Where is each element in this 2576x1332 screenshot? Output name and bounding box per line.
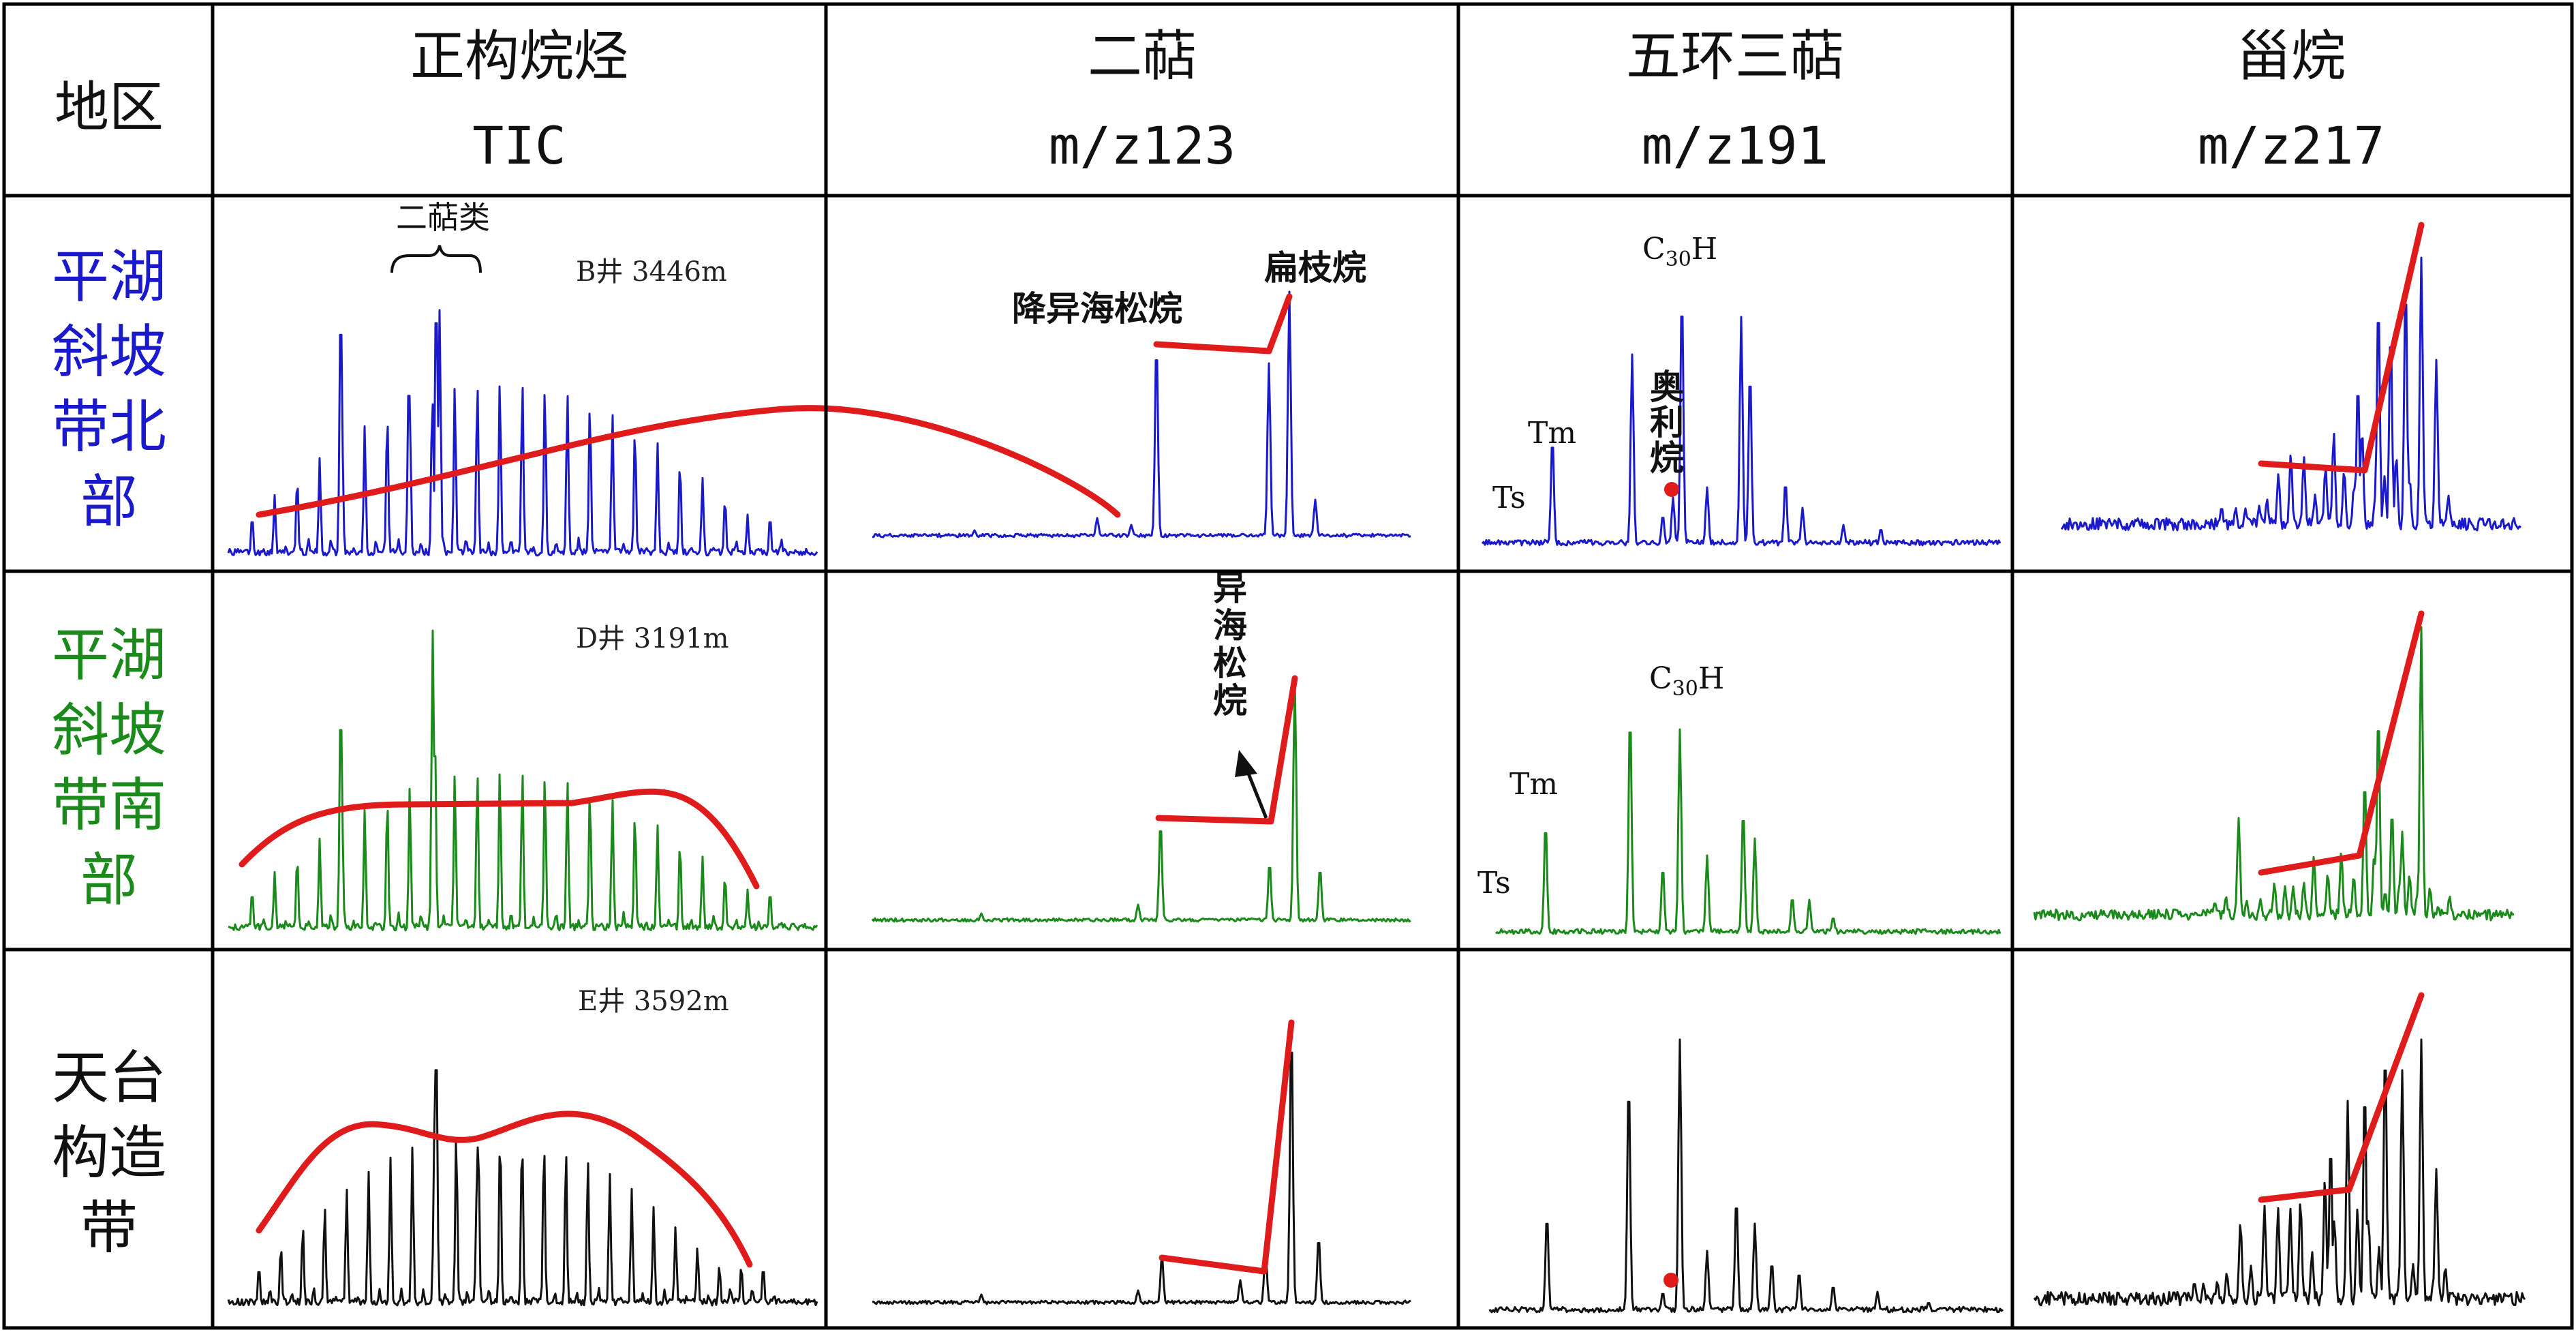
svg-text:部: 部 <box>80 847 138 913</box>
svg-text:斜坡: 斜坡 <box>52 697 166 763</box>
svg-text:带: 带 <box>80 1194 138 1261</box>
header-col1-subtitle: TIC <box>472 115 566 176</box>
label-c30h-south: C30H <box>1649 661 1724 701</box>
region-label-tiantai: 天台 构造 带 <box>52 1044 166 1261</box>
header-col2-title: 二萜 <box>1088 25 1197 88</box>
hopane-trace-north <box>1481 315 2002 547</box>
diterpane-trace-south <box>871 678 1411 923</box>
svg-text:奥: 奥 <box>1650 367 1684 407</box>
diterpane-trace-north <box>872 290 1411 539</box>
hopane-trace-tiantai <box>1488 1038 2004 1314</box>
svg-text:天台: 天台 <box>52 1044 166 1111</box>
header-col4-title: 甾烷 <box>2237 25 2346 88</box>
svg-text:带北: 带北 <box>52 393 166 460</box>
region-label-south: 平湖 斜坡 带南 部 <box>52 622 166 913</box>
trend-tic-north <box>256 405 1121 518</box>
label-c30h-north: C30H <box>1642 232 1717 271</box>
svg-text:海: 海 <box>1213 606 1247 646</box>
trend-sterane-south <box>2258 610 2425 876</box>
svg-text:带南: 带南 <box>52 772 166 838</box>
diterpane-trace-tiantai <box>872 1051 1411 1305</box>
trend-diterpane-south <box>1155 675 1298 825</box>
sterane-trace-tiantai <box>2033 1038 2526 1307</box>
annotations-south: D井 3191m 异 海 松 烷 C30H Tm Ts <box>576 569 1724 900</box>
svg-text:利: 利 <box>1650 403 1684 442</box>
isopimarane-arrow <box>1244 766 1268 819</box>
diterpane-group-label: 二萜类 <box>396 199 490 236</box>
svg-text:烷: 烷 <box>1213 681 1247 721</box>
svg-text:构造: 构造 <box>52 1119 166 1186</box>
well-label-tiantai: E井 3592m <box>578 986 729 1017</box>
well-label-south: D井 3191m <box>576 623 729 654</box>
diterpane-brace <box>390 245 482 273</box>
label-tm-north: Tm <box>1528 416 1576 451</box>
label-tm-south: Tm <box>1509 767 1558 802</box>
svg-text:斜坡: 斜坡 <box>52 318 166 385</box>
label-phyllocladane: 扁枝烷 <box>1264 248 1366 288</box>
label-ts-south: Ts <box>1477 866 1511 900</box>
trend-diterpane-north <box>1153 293 1293 354</box>
label-oleanane: 奥 利 烷 <box>1650 367 1684 478</box>
header-region-label: 地区 <box>55 76 164 139</box>
trend-sterane-north <box>2258 222 2425 474</box>
region-label-north: 平湖 斜坡 带北 部 <box>52 243 166 535</box>
svg-text:平湖: 平湖 <box>52 243 166 310</box>
trend-diterpane-tiantai <box>1159 1019 1295 1275</box>
svg-text:部: 部 <box>80 468 138 535</box>
oleanane-marker-tiantai <box>1663 1273 1678 1288</box>
header-col4-subtitle: m/z217 <box>2198 115 2385 176</box>
header-col3-title: 五环三萜 <box>1626 25 1844 88</box>
tic-trace-south <box>228 629 818 932</box>
tic-trace-tiantai <box>227 1069 818 1307</box>
trend-sterane-tiantai <box>2258 992 2425 1203</box>
well-label-north: B井 3446m <box>576 256 727 288</box>
sterane-trace-north <box>2060 256 2522 532</box>
chromatogram-traces <box>227 256 2526 1314</box>
svg-text:异: 异 <box>1213 569 1247 608</box>
trend-lines <box>239 222 2425 1275</box>
trend-tic-south <box>239 788 760 890</box>
tic-trace-north <box>227 309 818 557</box>
annotations-north: 二萜类 B井 3446m 降异海松烷 扁枝烷 C30H Tm Ts 奥 利 烷 <box>390 199 1717 515</box>
oleanane-marker-north <box>1664 482 1679 497</box>
annotations-tiantai: E井 3592m <box>578 986 729 1017</box>
sterane-trace-south <box>2033 626 2515 922</box>
header-col1-title: 正构烷烃 <box>410 25 628 88</box>
header-col3-subtitle: m/z191 <box>1642 115 1829 176</box>
header-row: 地区 正构烷烃 TIC 二萜 m/z123 五环三萜 m/z191 甾烷 m/z… <box>55 25 2385 176</box>
header-col2-subtitle: m/z123 <box>1049 115 1236 176</box>
svg-text:烷: 烷 <box>1650 438 1684 478</box>
hopane-trace-south <box>1495 728 2002 935</box>
label-norisopimarane: 降异海松烷 <box>1012 289 1182 329</box>
svg-text:平湖: 平湖 <box>52 622 166 688</box>
label-ts-north: Ts <box>1492 481 1526 515</box>
svg-text:松: 松 <box>1213 644 1247 683</box>
trend-tic-tiantai <box>256 1110 753 1268</box>
label-isopimarane: 异 海 松 烷 <box>1213 569 1247 721</box>
isopimarane-arrowhead <box>1235 750 1257 777</box>
